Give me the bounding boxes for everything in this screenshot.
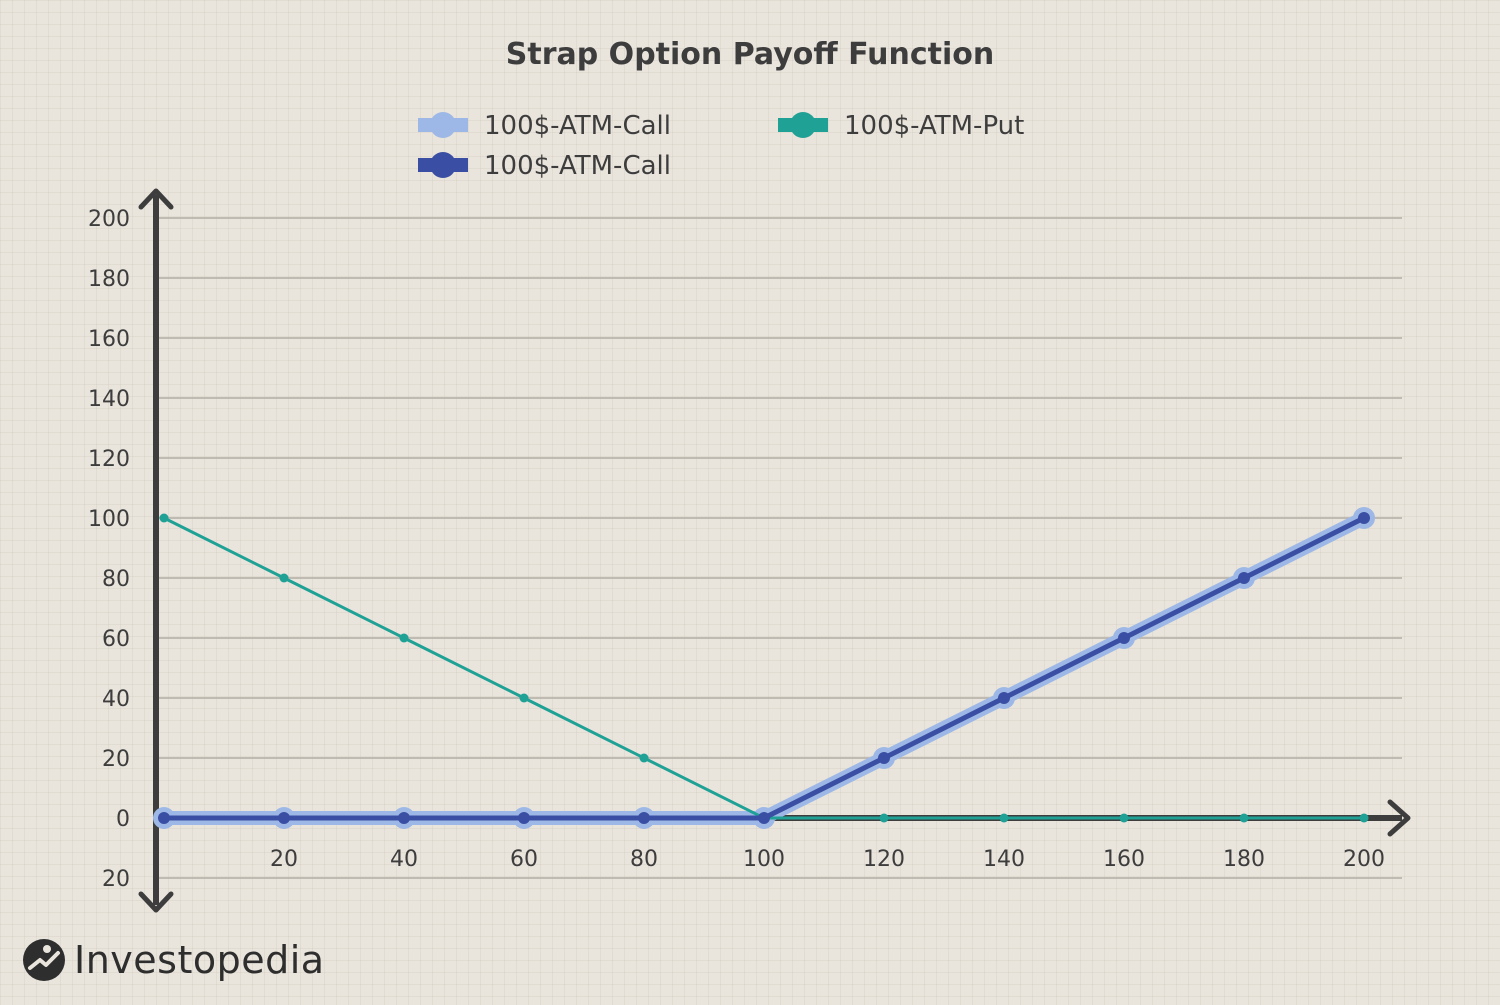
y-tick-label: 80	[102, 567, 130, 592]
gridlines	[156, 217, 1402, 879]
data-point-call-dark	[518, 812, 530, 824]
x-axis-arrow-icon	[1387, 799, 1411, 837]
data-point-call-dark	[398, 812, 410, 824]
data-point-call-dark	[638, 812, 650, 824]
y-tick-label: 120	[88, 447, 130, 472]
data-point-call-dark	[1118, 632, 1130, 644]
investopedia-logo-icon	[23, 939, 65, 981]
x-tick-label: 80	[630, 847, 658, 872]
data-point-put	[1119, 813, 1129, 823]
x-tick-label: 120	[863, 847, 905, 872]
series-call-light	[153, 507, 1375, 829]
data-point-call-dark	[998, 692, 1010, 704]
y-tick-label: 160	[88, 327, 130, 352]
data-point-call-dark	[158, 812, 170, 824]
data-point-put	[159, 513, 169, 523]
legend-marker-call-light	[430, 112, 456, 138]
brand-name: Investopedia	[74, 938, 325, 982]
data-point-put	[999, 813, 1009, 823]
x-tick-label: 60	[510, 847, 538, 872]
data-point-put	[519, 693, 529, 703]
y-axis-arrow-up-icon	[138, 188, 174, 210]
series-line-call-light	[157, 511, 1371, 825]
x-axis-tick-labels: 20 40 60 80 100 120 140 160 180 200	[270, 847, 1385, 872]
legend-entry-call-light: 100$-ATM-Call	[418, 111, 671, 141]
data-point-call-dark	[1358, 512, 1370, 524]
y-tick-label: 20	[102, 747, 130, 772]
data-point-put	[879, 813, 889, 823]
data-point-call-dark	[878, 752, 890, 764]
x-tick-label: 180	[1223, 847, 1265, 872]
y-axis-arrow-down-icon	[138, 891, 174, 913]
data-point-call-dark	[1238, 572, 1250, 584]
x-tick-label: 100	[743, 847, 785, 872]
data-point-put	[279, 573, 289, 583]
series-line-call-dark	[161, 515, 1367, 821]
legend-label-put: 100$-ATM-Put	[844, 111, 1024, 141]
x-tick-label: 140	[983, 847, 1025, 872]
y-tick-label: 180	[88, 267, 130, 292]
series-put	[159, 513, 1369, 823]
data-point-call-dark	[278, 812, 290, 824]
series	[153, 507, 1375, 829]
chart-title: Strap Option Payoff Function	[506, 37, 994, 72]
legend-marker-call-dark	[430, 152, 456, 178]
series-line-put	[162, 516, 1366, 820]
y-tick-label: 40	[102, 687, 130, 712]
y-axis	[138, 188, 174, 913]
data-point-put	[639, 753, 649, 763]
legend-label-call-light: 100$-ATM-Call	[484, 111, 671, 141]
brand-logo: Investopedia	[22, 938, 325, 982]
data-point-put	[399, 633, 409, 643]
legend-marker-put	[790, 112, 816, 138]
data-point-call-dark	[758, 812, 770, 824]
x-tick-label: 160	[1103, 847, 1145, 872]
y-tick-label: 140	[88, 387, 130, 412]
y-tick-label: 60	[102, 627, 130, 652]
y-tick-label: 100	[88, 507, 130, 532]
legend: 100$-ATM-Call 100$-ATM-Put 100$-ATM-Call	[418, 111, 1024, 181]
data-point-put	[1239, 813, 1249, 823]
x-tick-label: 200	[1343, 847, 1385, 872]
x-tick-label: 40	[390, 847, 418, 872]
data-point-put	[1359, 813, 1369, 823]
y-tick-label: 0	[116, 807, 130, 832]
legend-entry-put: 100$-ATM-Put	[778, 111, 1024, 141]
legend-entry-call-dark: 100$-ATM-Call	[418, 151, 671, 181]
x-tick-label: 20	[270, 847, 298, 872]
y-tick-label: 20	[102, 867, 130, 892]
series-call-dark	[158, 512, 1370, 824]
legend-label-call-dark: 100$-ATM-Call	[484, 151, 671, 181]
y-tick-label: 200	[88, 207, 130, 232]
